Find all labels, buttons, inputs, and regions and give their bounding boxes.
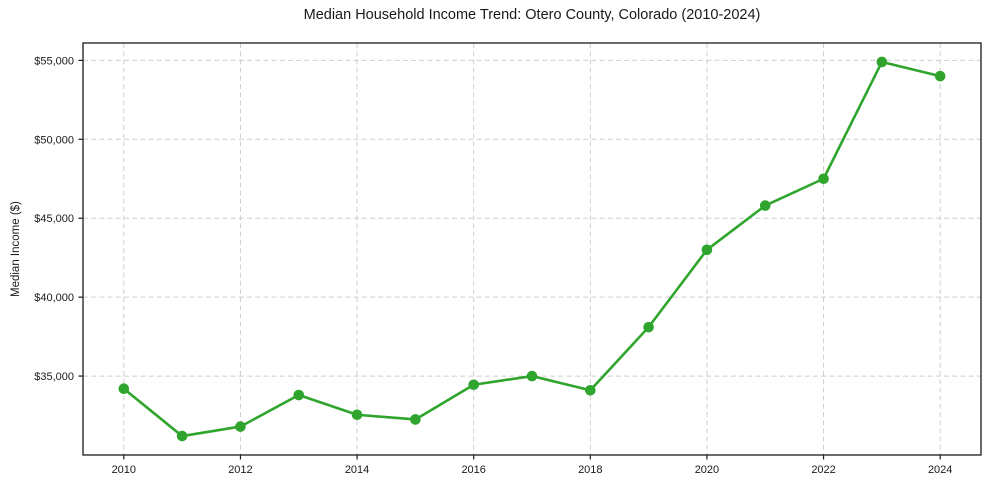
data-point-2013	[293, 389, 305, 401]
data-point-2017	[526, 370, 538, 382]
data-point-2015	[410, 414, 421, 425]
x-tick-label-2012: 2012	[228, 464, 252, 476]
y-tick-label-50000: $50,000	[34, 134, 74, 146]
y-tick-label-35000: $35,000	[34, 371, 74, 383]
x-tick-label-2018: 2018	[578, 464, 602, 476]
y-tick-label-55000: $55,000	[34, 55, 74, 67]
data-point-2010	[118, 383, 130, 395]
x-tick-label-2010: 2010	[112, 464, 136, 476]
y-axis-title: Median Income ($)	[10, 201, 22, 297]
data-point-2023	[876, 56, 888, 68]
data-point-2022	[818, 173, 829, 185]
data-point-2014	[351, 409, 363, 421]
data-point-2018	[585, 384, 596, 396]
chart-title: Median Household Income Trend: Otero Cou…	[303, 7, 761, 23]
data-point-2012	[235, 421, 246, 432]
x-tick-label-2020: 2020	[695, 464, 719, 476]
data-point-2020	[701, 244, 713, 256]
data-point-2019	[643, 321, 654, 333]
data-point-2021	[759, 200, 771, 211]
data-point-2024	[934, 70, 946, 82]
data-point-2011	[176, 430, 188, 442]
y-tick-label-40000: $40,000	[34, 292, 74, 304]
x-tick-label-2016: 2016	[461, 464, 485, 476]
x-tick-label-2014: 2014	[345, 464, 369, 476]
x-tick-label-2024: 2024	[928, 464, 952, 476]
y-tick-label-45000: $45,000	[34, 213, 74, 225]
plot-frame	[82, 42, 982, 456]
x-tick-label-2022: 2022	[811, 464, 835, 476]
data-point-2016	[468, 379, 479, 391]
